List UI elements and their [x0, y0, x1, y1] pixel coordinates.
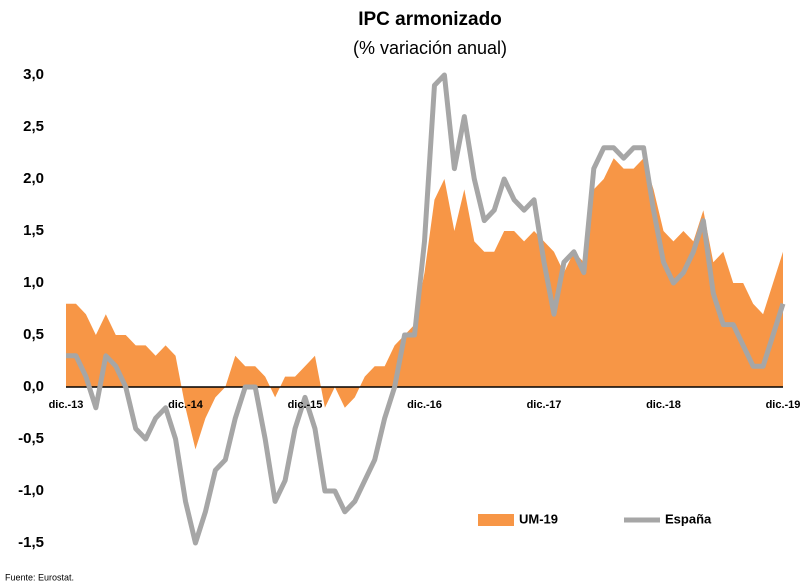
- area: [66, 158, 783, 450]
- y-tick-label: 1,5: [23, 222, 44, 239]
- y-tick-label: 0,5: [23, 326, 44, 343]
- chart-title: IPC armonizado: [358, 9, 502, 30]
- x-tick-label: dic.-14: [168, 399, 204, 411]
- y-tick-label: 2,5: [23, 118, 44, 135]
- line: [66, 72, 786, 546]
- y-tick-label: -0,5: [18, 430, 44, 447]
- source-note: Fuente: Eurostat.: [5, 572, 74, 582]
- y-tick-label: -1,0: [18, 482, 44, 499]
- x-tick-label: dic.-18: [646, 399, 681, 411]
- y-tick-label: 3,0: [23, 66, 44, 83]
- legend-swatch: [478, 514, 514, 526]
- y-tick-label: -1,5: [18, 534, 44, 551]
- chart-subtitle: (% variación anual): [353, 38, 507, 58]
- legend-label: UM-19: [519, 511, 558, 526]
- x-tick-label: dic.-16: [407, 399, 442, 411]
- x-tick-label: dic.-15: [288, 399, 323, 411]
- x-tick-label: dic.-13: [49, 399, 84, 411]
- x-tick-label: dic.-19: [766, 399, 801, 411]
- y-tick-label: 0,0: [23, 378, 44, 395]
- legend-label: España: [665, 511, 712, 526]
- x-tick-label: dic.-17: [527, 399, 562, 411]
- y-tick-label: 2,0: [23, 170, 44, 187]
- y-tick-label: 1,0: [23, 274, 44, 291]
